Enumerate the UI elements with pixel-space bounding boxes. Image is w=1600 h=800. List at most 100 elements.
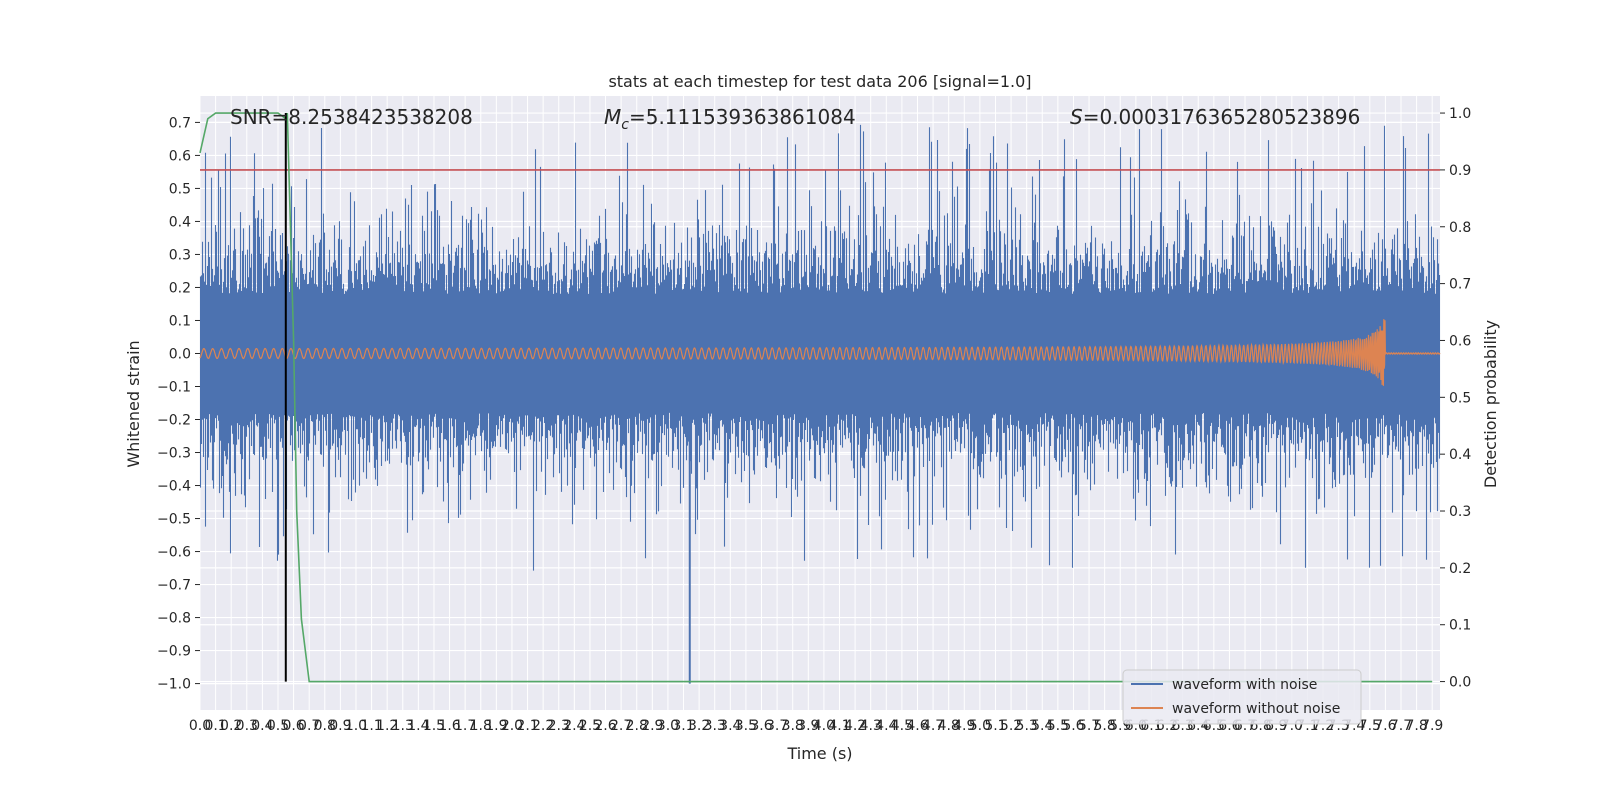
x-tick-label: 5.1 [984,718,1006,734]
y-tick-label-left: −0.3 [157,446,191,462]
x-tick-label: 5.5 [1047,718,1069,734]
x-tick-label: 3.8 [782,718,804,734]
mc-subscript: c [621,117,629,133]
x-tick-label: 5.0 [969,718,991,734]
x-tick-label: 4.8 [938,718,960,734]
x-tick-label: 4.1 [828,718,850,734]
x-tick-label: 1.2 [376,718,398,734]
x-tick-label: 3.0 [657,718,679,734]
s-symbol: S [1070,105,1083,129]
chart-title: stats at each timestep for test data 206… [608,72,1031,91]
s-value: =0.0003176365280523896 [1083,105,1361,129]
x-tick-label: 2.6 [594,718,616,734]
x-tick-label: 4.2 [844,718,866,734]
mc-stat: Mc=5.111539363861084 [604,105,856,133]
x-tick-label: 2.2 [532,718,554,734]
y-axis-left-label: Whitened strain [124,340,143,467]
mc-value: =5.111539363861084 [629,105,856,129]
x-tick-label: 4.7 [922,718,944,734]
y-tick-label-left: 0.2 [169,280,191,296]
x-tick-label: 1.9 [485,718,507,734]
y-tick-label-right: 0.3 [1449,504,1471,520]
x-tick-label: 3.3 [704,718,726,734]
overlays [199,112,1440,683]
x-tick-label: 1.3 [392,718,414,734]
x-tick-label: 3.7 [766,718,788,734]
y-tick-label-left: 0.4 [169,214,191,230]
x-tick-label: 5.6 [1062,718,1084,734]
x-tick-label: 0.2 [220,718,242,734]
y-tick-label-left: −0.9 [157,644,191,660]
x-tick-label: 4.3 [860,718,882,734]
x-tick-label: 1.4 [407,718,429,734]
y-tick-label-right: 0.5 [1449,390,1471,406]
x-tick-label: 3.4 [719,718,741,734]
legend-label-with-noise: waveform with noise [1172,677,1317,693]
y-tick-label-right: 0.7 [1449,277,1471,293]
x-tick-label: 4.6 [906,718,928,734]
y-tick-label-left: 0.3 [169,247,191,263]
s-stat: S=0.0003176365280523896 [1070,105,1360,129]
y-tick-label-left: 0.7 [169,115,191,131]
x-tick-label: 4.4 [875,718,897,734]
x-tick-label: 5.7 [1078,718,1100,734]
x-tick-label: 0.3 [236,718,258,734]
x-tick-label: 7.9 [1421,718,1443,734]
x-tick-label: 0.9 [329,718,351,734]
y-tick-label-right: 0.4 [1449,447,1471,463]
x-tick-label: 2.5 [579,718,601,734]
y-tick-label-left: 0.1 [169,313,191,329]
x-tick-label: 2.3 [548,718,570,734]
y-axis-right: 1.0 0.9 0.8 0.7 0.6 0.5 0.4 0.3 0.2 0.1 0.0 [1440,106,1471,691]
y-tick-label-left: −0.6 [157,545,191,561]
x-tick-label: 0.8 [314,718,336,734]
y-tick-label-left: 0.6 [169,148,191,164]
detection-probability-line [199,112,1433,683]
x-tick-label: 5.8 [1094,718,1116,734]
x-tick-label: 1.8 [470,718,492,734]
x-tick-label: 1.7 [454,718,476,734]
y-tick-label-left: 0.5 [169,181,191,197]
y-tick-label-right: 0.0 [1449,675,1471,691]
y-tick-label-left: −0.2 [157,413,191,429]
x-tick-label: 0.1 [204,718,226,734]
y-tick-label-left: 0.0 [169,346,191,362]
y-tick-label-right: 1.0 [1449,106,1471,122]
x-tick-label: 4.5 [891,718,913,734]
x-tick-label: 3.6 [750,718,772,734]
x-tick-label: 3.1 [672,718,694,734]
y-tick-label-left: −0.8 [157,611,191,627]
x-tick-label: 7.6 [1374,718,1396,734]
x-tick-label: 2.8 [626,718,648,734]
legend-box [1122,669,1362,725]
x-tick-label: 7.5 [1359,718,1381,734]
x-tick-label: 0.5 [267,718,289,734]
x-tick-label: 0.6 [282,718,304,734]
x-tick-label: 2.0 [501,718,523,734]
x-tick-label: 7.7 [1390,718,1412,734]
legend-label-without-noise: waveform without noise [1172,701,1340,717]
y-axis-right-label: Detection probability [1481,320,1500,488]
x-tick-label: 5.3 [1016,718,1038,734]
y-tick-label-left: −1.0 [157,677,191,693]
y-tick-label-left: −0.5 [157,512,191,528]
y-tick-label-right: 0.8 [1449,220,1471,236]
x-tick-label: 2.9 [641,718,663,734]
x-tick-label: 0.0 [189,718,211,734]
y-tick-label-right: 0.2 [1449,561,1471,577]
y-tick-label-right: 0.6 [1449,333,1471,349]
y-tick-label-left: −0.1 [157,379,191,395]
y-tick-label-left: −0.7 [157,578,191,594]
x-tick-label: 2.7 [610,718,632,734]
x-tick-label: 3.9 [797,718,819,734]
y-tick-label-right: 0.9 [1449,163,1471,179]
y-tick-label-left: −0.4 [157,479,191,495]
legend: waveform with noise waveform without noi… [1122,669,1362,725]
x-tick-label: 4.9 [953,718,975,734]
x-tick-label: 7.8 [1405,718,1427,734]
x-tick-label: 5.4 [1031,718,1053,734]
x-tick-label: 1.5 [423,718,445,734]
clean-waveform-line [199,319,1441,386]
series-waveform-without-noise [199,319,1441,386]
